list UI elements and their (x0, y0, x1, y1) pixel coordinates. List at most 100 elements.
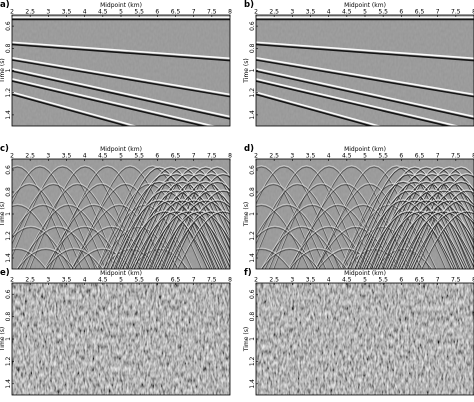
diffraction-56-trough (365, 200, 464, 269)
panel-e: e) Midpoint (km) 2 2.5 3 3.5 4 4.5 5 5.5 6 6.5 7 7.5 8… (0, 268, 232, 396)
diffraction-46-peak (140, 180, 230, 269)
y-tick-label: 1 (5, 68, 12, 72)
diffraction-63-trough (142, 211, 230, 269)
reflector-3-trough (12, 59, 230, 98)
panel-label: d) (244, 144, 254, 154)
diffraction-20-peak (12, 225, 72, 269)
reflector-6-trough (12, 93, 130, 126)
x-tick-label: 7 (192, 9, 196, 16)
y-tick-label: 0.8 (5, 187, 12, 197)
x-tick-label: 4.5 (342, 9, 352, 16)
diffraction-37-trough (110, 174, 220, 269)
y-tick-label: 1.2 (5, 231, 12, 241)
y-tick-label: 1.4 (5, 379, 12, 389)
diffraction-8-peak (256, 182, 327, 269)
diffraction-64-peak (153, 210, 230, 269)
diffraction-52-trough (148, 190, 230, 269)
reflector-6-peak (12, 91, 138, 126)
x-tick-label: 7.5 (207, 9, 217, 16)
diffraction-54-peak (415, 189, 474, 269)
panel-c: c) Midpoint (km) 2 2.5 3 3.5 4 4.5 5 5.5 6 6.5 7 7.5 8… (0, 144, 232, 270)
diffraction-39-trough (133, 174, 230, 269)
reflector-2-peak (12, 41, 230, 60)
y-tick-label: 1 (5, 212, 12, 216)
x-tick-label: 6.5 (415, 9, 425, 16)
y-tick-label: 0.6 (5, 165, 12, 175)
diffraction-27-trough (45, 249, 103, 269)
diffraction-39-peak (133, 172, 230, 269)
x-tick-label: 3.5 (306, 9, 316, 16)
diffraction-15-trough (12, 205, 91, 269)
x-axis-title: Midpoint (km) (100, 2, 142, 9)
x-tick-label: 8 (228, 277, 232, 284)
x-tick-label: 7 (192, 153, 196, 160)
diffraction-62-trough (130, 211, 223, 269)
diffraction-44-trough (117, 182, 224, 269)
panel-label: a) (0, 0, 10, 10)
diffraction-26-trough (261, 249, 319, 269)
x-tick-label: 8 (472, 9, 474, 16)
diffraction-42-peak (167, 172, 230, 269)
x-tick-label: 4 (83, 9, 87, 16)
x-tick-label: 6.5 (171, 153, 181, 160)
diffraction-8-trough (12, 184, 83, 269)
y-tick-label: 1 (249, 212, 256, 216)
y-tick-label: 1.2 (249, 356, 256, 366)
diffraction-47-trough (152, 182, 230, 269)
diffraction-46-peak (384, 180, 474, 269)
panel-label: f) (244, 268, 252, 278)
diffraction-51-trough (380, 190, 474, 269)
x-tick-label: 4 (327, 277, 331, 284)
y-tick-label: 1.2 (249, 231, 256, 241)
diffraction-40-trough (389, 174, 474, 269)
x-tick-label: 2.5 (269, 9, 279, 16)
diffraction-63-peak (385, 210, 474, 269)
x-tick-label: 7.5 (207, 153, 217, 160)
panel-d: d) Midpoint (km) 2 2.5 3 3.5 4 4.5 5 5.5 6 6.5 7 7.5 8… (243, 144, 474, 270)
diffraction-4-peak (28, 165, 142, 269)
diffraction-47-peak (151, 180, 230, 269)
x-tick-label: 6.5 (415, 277, 425, 284)
diffraction-58-trough (389, 200, 474, 269)
diffraction-3-trough (256, 166, 363, 269)
y-axis-title: Time (s) (243, 202, 250, 227)
diffraction-16-peak (263, 203, 361, 269)
y-tick-label: 0.8 (5, 312, 12, 322)
diffraction-64-peak (397, 210, 474, 269)
x-tick-label: 7 (436, 9, 440, 16)
x-tick-label: 4.5 (342, 153, 352, 160)
diffraction-46-trough (140, 182, 230, 269)
diffraction-60-trough (412, 200, 474, 269)
diffraction-41-trough (400, 174, 474, 269)
diffraction-20-trough (256, 227, 316, 269)
x-tick-label: 5 (363, 153, 367, 160)
x-tick-label: 5.5 (134, 277, 144, 284)
x-tick-label: 5 (119, 277, 123, 284)
diffraction-16-trough (264, 205, 360, 269)
x-tick-label: 5 (119, 153, 123, 160)
x-tick-label: 5.5 (378, 9, 388, 16)
diffraction-47-trough (396, 182, 474, 269)
x-tick-label: 6.5 (171, 277, 181, 284)
y-tick-label: 1.2 (5, 88, 12, 98)
x-tick-label: 2.5 (25, 277, 35, 284)
diffraction-27-peak (288, 247, 348, 269)
diffraction-44-peak (117, 180, 225, 269)
x-tick-label: 4.5 (342, 277, 352, 284)
diffraction-37-peak (109, 172, 221, 269)
y-tick-label: 0.8 (249, 312, 256, 322)
x-tick-label: 4.5 (98, 277, 108, 284)
x-tick-label: 2.5 (25, 9, 35, 16)
diffraction-53-trough (404, 190, 474, 269)
panel-image (256, 159, 474, 269)
diffraction-60-trough (168, 200, 230, 269)
x-tick-label: 7.5 (207, 277, 217, 284)
diffraction-45-peak (128, 180, 230, 269)
diffraction-26-peak (15, 247, 76, 269)
reflector-5-peak (12, 78, 217, 126)
diffraction-63-peak (141, 210, 230, 269)
x-tick-label: 6.5 (171, 9, 181, 16)
diffraction-26-peak (259, 247, 320, 269)
diffraction-50-trough (369, 190, 472, 269)
diffraction-15-peak (256, 203, 336, 269)
